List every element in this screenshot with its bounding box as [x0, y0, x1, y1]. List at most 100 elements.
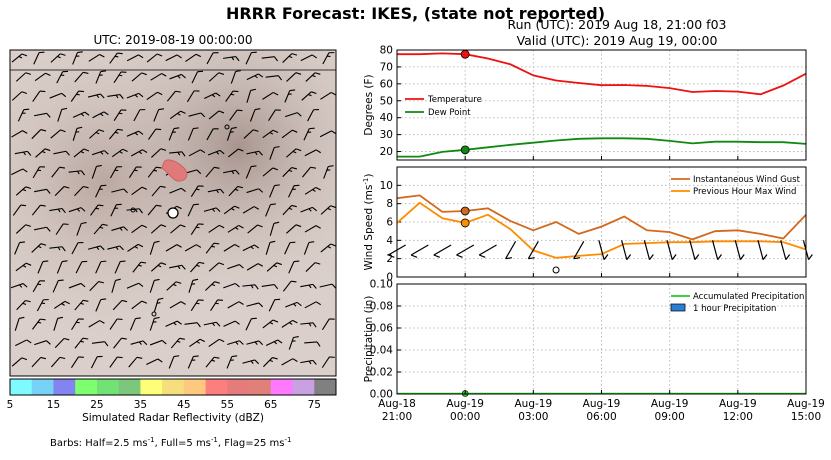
wind-barb: [89, 129, 105, 139]
wind-barb: [190, 223, 204, 235]
wind-barb: [32, 318, 46, 330]
legend-label: 1 hour Precipitation: [693, 304, 776, 314]
wind-barb: [246, 340, 264, 346]
wind-barb: [17, 108, 30, 122]
y-tick-label: 4: [386, 235, 393, 247]
station-marker[interactable]: [167, 207, 179, 219]
wind-barb: [242, 359, 260, 365]
wind-barb: [95, 298, 107, 312]
wind-barb: [126, 92, 144, 99]
wind-barb: [304, 341, 321, 347]
wind-barb: [188, 112, 206, 118]
wind-barb: [734, 240, 745, 261]
wind-barb: [170, 224, 186, 234]
wind-barb: [433, 244, 452, 258]
wind-barb: [246, 302, 264, 308]
legend: Temperature Dew Point: [405, 95, 482, 118]
wind-barb: [321, 318, 335, 331]
wind-barb: [73, 148, 90, 158]
wind-barb: [109, 52, 123, 64]
wind-barb: [88, 53, 105, 62]
wind-barb: [246, 188, 264, 194]
x-tick-label: Aug-19: [787, 398, 825, 410]
wind-barb: [598, 240, 609, 261]
wind-barb: [70, 90, 85, 102]
wind-barb: [188, 149, 206, 157]
wind-barb: [478, 244, 497, 258]
map-title: UTC: 2019-08-19 00:00:00: [93, 33, 253, 47]
wind-barb: [757, 240, 768, 261]
wind-barb: [208, 110, 225, 120]
wind-barb: [34, 188, 51, 194]
wind-barb: [245, 51, 257, 65]
wind-barb: [56, 260, 68, 274]
wind-barb: [126, 282, 144, 289]
colorbar-swatch: [183, 379, 206, 395]
wind-barb: [261, 284, 279, 290]
wind-barb: [281, 358, 298, 366]
series-line: [396, 194, 807, 241]
wind-barb: [166, 90, 181, 102]
wind-barb: [71, 242, 84, 255]
wind-barb: [286, 148, 302, 158]
wind-barb: [35, 148, 51, 158]
wind-barb: [207, 149, 225, 156]
x-tick-label: Aug-19: [719, 398, 757, 410]
wind-barb: [11, 91, 28, 101]
wind-barb: [87, 93, 105, 99]
y-tick-label: 0.00: [370, 389, 393, 401]
wind-barb: [168, 127, 180, 141]
wind-barb: [49, 246, 66, 252]
wind-barb: [303, 127, 315, 141]
wind-barb: [246, 73, 264, 81]
wind-barb: [208, 72, 225, 82]
wind-barb: [203, 321, 221, 327]
wind-barb: [184, 244, 202, 252]
colorbar-swatch: [140, 379, 163, 395]
wind-barb: [150, 73, 167, 81]
wind-barb: [146, 358, 163, 366]
wind-barb: [107, 245, 124, 251]
wind-barb: [189, 338, 206, 348]
wind-barb: [169, 73, 186, 80]
colorbar-swatch: [53, 379, 76, 395]
series-line: [397, 52, 807, 96]
map-frame: [9, 49, 337, 377]
wind-barb: [187, 203, 199, 217]
wind-barb: [131, 224, 148, 234]
wind-barb: [208, 224, 225, 233]
wind-barb: [34, 112, 51, 118]
colorbar-swatch: [10, 379, 33, 395]
legend-label: Temperature: [427, 95, 482, 105]
current-time-marker: [460, 206, 470, 216]
wind-barb: [319, 283, 337, 289]
wind-barb: [131, 300, 148, 310]
wind-barb: [284, 241, 296, 255]
wind-barb: [130, 149, 148, 157]
wind-barb: [131, 186, 148, 196]
wind-barb: [11, 130, 28, 138]
wind-barb: [228, 185, 244, 197]
wind-barb: [300, 54, 318, 62]
wind-barb: [53, 150, 70, 156]
wind-barb: [319, 130, 337, 138]
wind-barb: [304, 225, 321, 233]
wind-barb: [15, 224, 32, 234]
wind-barb: [269, 146, 280, 160]
x-tick-label: 03:00: [518, 411, 548, 423]
x-tick-label: Aug-19: [651, 398, 689, 410]
map-panel[interactable]: [9, 49, 337, 377]
wind-barb: [31, 356, 47, 368]
wind-barb: [132, 261, 147, 273]
wind-barb: [107, 93, 124, 100]
wind-barb: [131, 72, 147, 82]
wind-barb: [265, 203, 276, 217]
wind-barb: [208, 338, 225, 347]
colorbar-tick-label: 5: [7, 399, 14, 411]
wind-barb: [190, 299, 204, 311]
wind-barb: [300, 206, 318, 213]
wind-barb: [112, 299, 128, 311]
wind-barb: [33, 51, 45, 65]
wind-barb: [300, 322, 317, 328]
wind-barb: [227, 301, 244, 309]
